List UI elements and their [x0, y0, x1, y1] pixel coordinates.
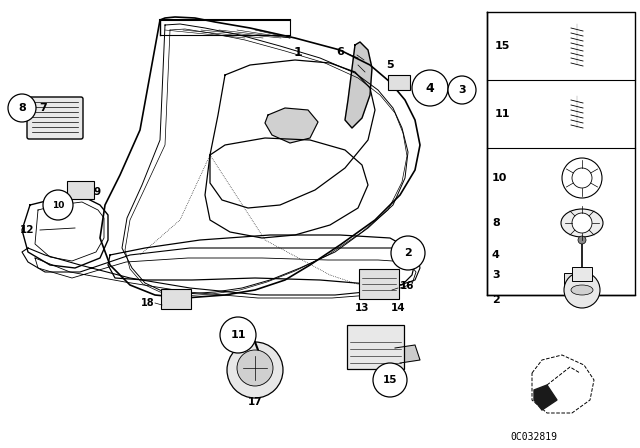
Circle shape	[578, 236, 586, 244]
FancyBboxPatch shape	[564, 273, 586, 289]
Circle shape	[412, 70, 448, 106]
Circle shape	[391, 236, 425, 270]
Circle shape	[8, 94, 36, 122]
Text: 16: 16	[400, 281, 415, 291]
Text: 7: 7	[39, 103, 47, 113]
FancyBboxPatch shape	[388, 75, 410, 90]
Text: 6: 6	[336, 47, 344, 57]
Text: 17: 17	[248, 397, 262, 407]
FancyBboxPatch shape	[572, 267, 592, 281]
Text: 3: 3	[492, 270, 500, 280]
Polygon shape	[265, 108, 318, 143]
Text: 10: 10	[52, 201, 64, 210]
Ellipse shape	[571, 285, 593, 295]
Text: 1: 1	[294, 46, 302, 59]
Text: 2: 2	[492, 295, 500, 305]
Text: 5: 5	[386, 60, 394, 70]
Text: 8: 8	[18, 103, 26, 113]
Circle shape	[448, 76, 476, 104]
FancyBboxPatch shape	[27, 97, 83, 139]
Polygon shape	[345, 42, 372, 128]
FancyBboxPatch shape	[347, 325, 404, 369]
Text: 2: 2	[404, 248, 412, 258]
Text: 4: 4	[492, 250, 500, 260]
Circle shape	[227, 342, 283, 398]
Text: 15: 15	[383, 375, 397, 385]
Text: 12: 12	[20, 225, 35, 235]
Text: 10: 10	[492, 173, 508, 183]
Circle shape	[564, 272, 600, 308]
FancyBboxPatch shape	[359, 269, 399, 299]
Circle shape	[43, 190, 73, 220]
Text: 11: 11	[230, 330, 246, 340]
Circle shape	[572, 213, 592, 233]
Text: 8: 8	[492, 218, 500, 228]
Circle shape	[220, 317, 256, 353]
Circle shape	[373, 363, 407, 397]
Text: 14: 14	[390, 303, 405, 313]
Circle shape	[237, 350, 273, 386]
Text: 15: 15	[495, 41, 510, 51]
Polygon shape	[395, 345, 420, 363]
Text: 18: 18	[141, 298, 155, 308]
Text: 11: 11	[495, 109, 511, 119]
Ellipse shape	[561, 209, 603, 237]
Text: 3: 3	[458, 85, 466, 95]
Text: 9: 9	[93, 187, 100, 197]
Polygon shape	[534, 385, 557, 410]
FancyBboxPatch shape	[161, 289, 191, 309]
Text: 0C032819: 0C032819	[510, 432, 557, 442]
Text: 4: 4	[426, 82, 435, 95]
FancyBboxPatch shape	[67, 181, 94, 199]
Text: 13: 13	[355, 303, 369, 313]
